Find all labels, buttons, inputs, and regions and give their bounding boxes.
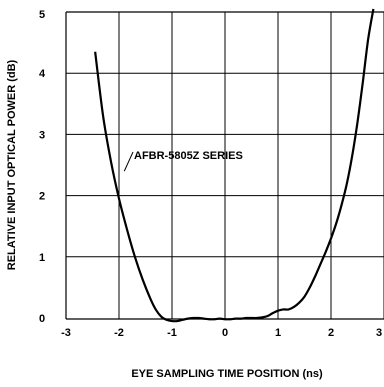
x-tick-label: 3 bbox=[376, 327, 382, 339]
x-axis-title: EYE SAMPLING TIME POSITION (ns) bbox=[131, 368, 323, 380]
x-tick-label: 1 bbox=[275, 327, 281, 339]
y-axis-title: RELATIVE INPUT OPTICAL POWER (dB) bbox=[6, 59, 18, 270]
tick-labels: -3 -2 -1 0 1 2 3 0 1 2 3 4 5 bbox=[39, 9, 382, 339]
series-line bbox=[94, 8, 375, 323]
x-tick-label: -1 bbox=[167, 327, 177, 339]
series-annotation: AFBR-5805Z SERIES bbox=[134, 150, 243, 162]
y-tick-label: 0 bbox=[39, 313, 45, 325]
y-tick-label: 4 bbox=[39, 68, 46, 80]
y-tick-label: 3 bbox=[39, 129, 45, 141]
x-tick-label: 0 bbox=[222, 327, 228, 339]
x-tick-label: -2 bbox=[114, 327, 124, 339]
x-tick-label: 2 bbox=[328, 327, 334, 339]
y-tick-label: 5 bbox=[39, 9, 45, 21]
annotation-leader bbox=[123, 151, 134, 172]
y-tick-label: 1 bbox=[39, 252, 45, 264]
grid bbox=[65, 11, 384, 320]
y-tick-label: 2 bbox=[39, 191, 45, 203]
x-tick-label: -3 bbox=[61, 327, 71, 339]
